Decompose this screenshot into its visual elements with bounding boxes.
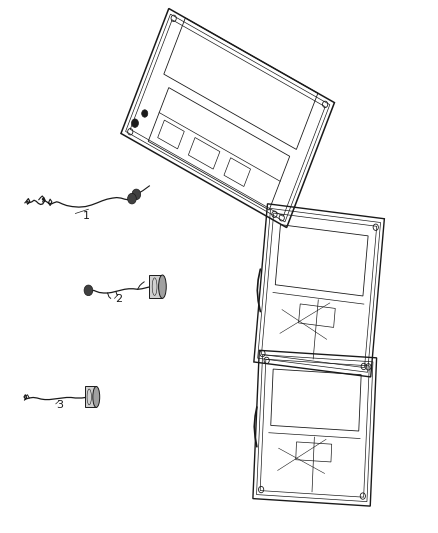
Polygon shape <box>149 275 162 298</box>
Text: 1: 1 <box>83 211 90 221</box>
Text: 3: 3 <box>148 276 155 286</box>
Ellipse shape <box>159 275 166 298</box>
Circle shape <box>141 110 148 117</box>
Circle shape <box>131 119 138 127</box>
Circle shape <box>127 193 136 204</box>
Ellipse shape <box>93 386 100 407</box>
Polygon shape <box>85 386 96 407</box>
Text: 3: 3 <box>57 400 64 410</box>
Circle shape <box>84 285 93 296</box>
Text: 2: 2 <box>115 294 123 304</box>
Circle shape <box>132 189 141 200</box>
